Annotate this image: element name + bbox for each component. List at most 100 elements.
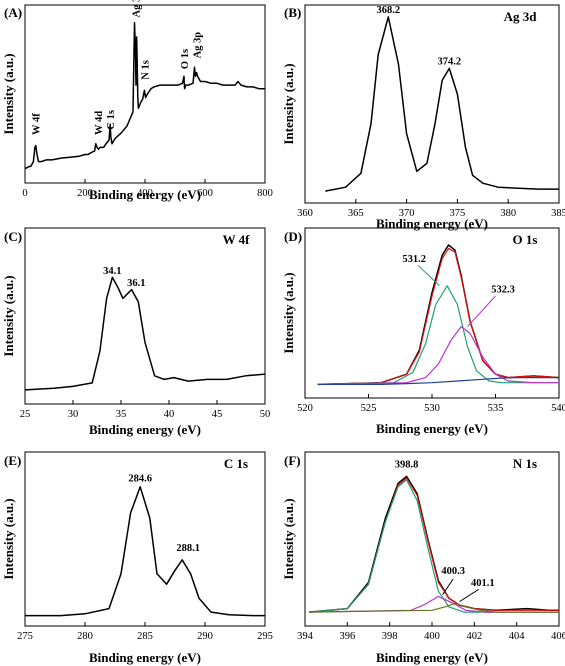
series-line [317,326,559,385]
peak-annotation: W 4d [94,111,105,135]
x-axis-title: Binding energy (eV) [376,421,488,436]
leader-line [459,589,479,603]
x-tick-label: 380 [500,208,516,219]
peak-annotation: Ag 3p [193,32,204,59]
x-tick-label: 404 [509,631,526,642]
x-tick-label: 50 [260,409,271,420]
peak-annotation: 400.3 [441,566,465,577]
x-tick-label: 30 [68,409,79,420]
series-line [309,479,559,613]
peak-annotation: 34.1 [103,266,121,277]
leader-line [417,265,440,287]
chart-panel: 25 30 35 40 45 50 Binding energy (eV) Intensity… [1,227,271,437]
plot-frame [24,227,266,405]
x-tick-label: 0 [22,188,27,199]
x-tick-label: 45 [212,409,223,420]
x-tick-label: 800 [257,188,273,199]
series-line [25,486,265,617]
panel-label: (D) [284,229,302,244]
series-line [309,475,559,613]
series-line [317,377,559,385]
plot-frame [304,4,560,204]
peak-annotation: 398.8 [395,460,419,471]
x-tick-label: 290 [197,631,213,642]
x-tick-label: 396 [339,631,355,642]
x-tick-label: 398 [382,631,398,642]
peak-annotation: 36.1 [127,278,145,289]
x-axis-title: Binding energy (eV) [376,216,488,231]
x-tick-label: 402 [466,631,482,642]
peak-annotation: C 1s [106,110,117,130]
x-tick-label: 40 [164,409,175,420]
series-line [309,477,559,613]
x-tick-label: 520 [297,403,313,414]
peak-annotation: 368.2 [376,5,400,16]
panel-label: (F) [284,453,301,468]
x-tick-label: 295 [257,631,273,642]
x-tick-label: 275 [17,631,33,642]
series-line [317,247,560,385]
y-axis-title: Intensity (a.u.) [281,498,296,579]
peak-annotation: 532.3 [491,285,515,296]
panel-title: C 1s [224,456,248,471]
x-axis-title: Binding energy (eV) [376,650,488,665]
x-tick-label: 375 [450,208,466,219]
x-tick-label: 200 [77,188,93,199]
y-axis-title: Intensity (a.u.) [1,275,16,356]
x-tick-label: 535 [488,403,504,414]
chart-panel: 0 200 400 600 800 Binding energy (eV) Intensit… [1,0,273,202]
y-axis-title: Intensity (a.u.) [281,272,296,353]
panel-title: N 1s [513,456,537,471]
peak-annotation: 401.1 [471,578,495,589]
chart-panel: 360 365 370 375 380 385 Binding energy (eV) Int… [281,4,565,231]
panel-label: (C) [4,229,22,244]
panel-title: W 4f [223,232,251,247]
panel-title: O 1s [513,232,538,247]
peak-annotation: O 1s [180,49,191,69]
leader-line [467,295,496,327]
y-axis-title: Intensity (a.u.) [281,63,296,144]
series-line [325,16,559,192]
panel-label: (E) [4,453,21,468]
x-tick-label: 540 [551,403,565,414]
x-tick-label: 285 [137,631,153,642]
panel-label: (A) [4,5,22,20]
series-line [317,285,559,385]
x-tick-label: 365 [348,208,364,219]
x-tick-label: 600 [197,188,213,199]
y-axis-title: Intensity (a.u.) [1,53,16,134]
chart-panel: 275 280 285 290 295 Binding energy (eV) Intens… [1,451,273,665]
panel-label: (B) [284,5,301,20]
y-axis-title: Intensity (a.u.) [1,498,16,579]
peak-annotation: Ag 3d [131,0,142,17]
peak-annotation: 374.2 [437,56,461,67]
peak-annotation: 284.6 [128,474,152,485]
x-tick-label: 400 [137,188,153,199]
x-axis-title: Binding energy (eV) [89,187,201,202]
peak-annotation: W 4f [32,113,43,135]
x-tick-label: 370 [399,208,415,219]
x-axis-title: Binding energy (eV) [89,650,201,665]
x-tick-label: 25 [20,409,31,420]
peak-annotation: 531.2 [402,254,426,265]
x-tick-label: 360 [297,208,313,219]
x-tick-label: 394 [297,631,314,642]
x-tick-label: 530 [424,403,440,414]
chart-panel: 394 396 398 400 402 404 406 Binding energy (eV)… [281,451,565,665]
x-tick-label: 280 [77,631,93,642]
x-tick-label: 400 [424,631,440,642]
x-tick-label: 525 [361,403,377,414]
x-tick-label: 406 [551,631,565,642]
series-line [24,22,265,170]
x-tick-label: 385 [551,208,565,219]
x-axis-title: Binding energy (eV) [89,422,201,437]
series-line [309,595,559,613]
peak-annotation: N 1s [140,60,151,80]
series-line [24,276,266,391]
peak-annotation: 288.1 [176,543,200,554]
plot-frame [304,227,560,399]
x-tick-label: 35 [116,409,127,420]
panel-title: Ag 3d [504,9,538,24]
leader-line [442,578,454,595]
